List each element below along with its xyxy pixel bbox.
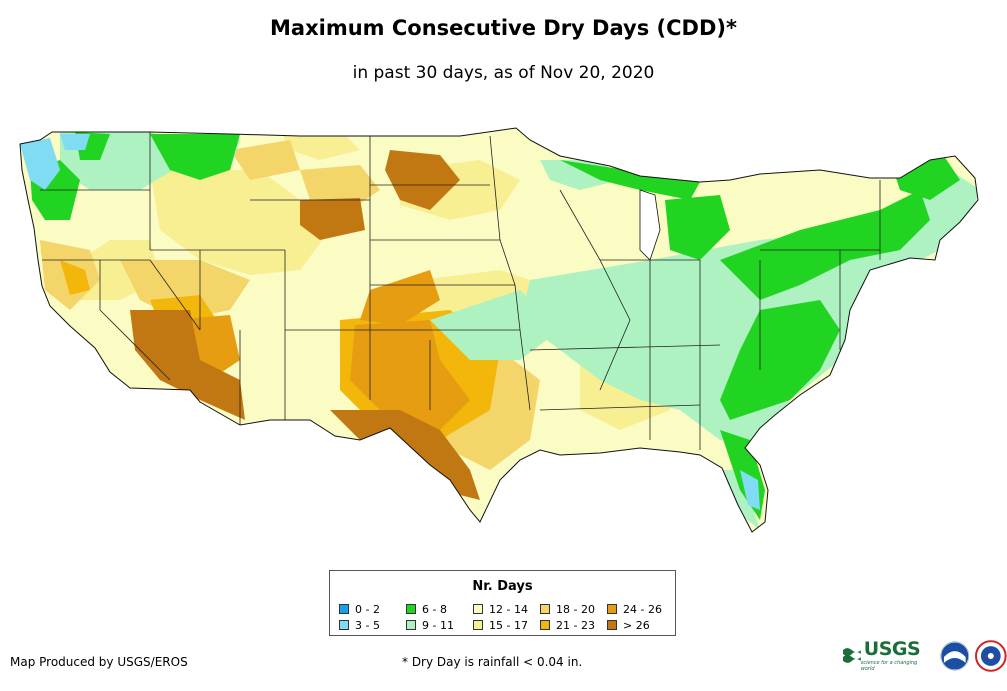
legend-item: 12 - 14	[473, 601, 540, 617]
legend-label: 3 - 5	[355, 618, 380, 632]
legend-grid: 0 - 2 3 - 5 6 - 8 9 - 11 12 - 14 15 - 17 18 - …	[339, 601, 674, 633]
legend-item: 9 - 11	[406, 617, 473, 633]
legend: Nr. Days 0 - 2 3 - 5 6 - 8 9 - 11 12 - 14 15 …	[329, 570, 676, 636]
legend-label: 21 - 23	[556, 618, 595, 632]
legend-label: 18 - 20	[556, 602, 595, 616]
legend-swatch	[540, 604, 550, 614]
noaa-logo-icon	[940, 641, 969, 671]
legend-item: 0 - 2	[339, 601, 406, 617]
legend-label: 0 - 2	[355, 602, 380, 616]
logos: USGS science for a changing world	[843, 640, 1007, 672]
legend-title: Nr. Days	[472, 579, 533, 594]
map-title: Maximum Consecutive Dry Days (CDD)*	[270, 16, 737, 40]
legend-swatch	[607, 620, 617, 630]
legend-label: > 26	[623, 618, 650, 632]
usgs-tagline: science for a changing world	[860, 660, 918, 672]
usgs-logo: USGS science for a changing world	[843, 640, 932, 672]
producer-credit: Map Produced by USGS/EROS	[10, 655, 188, 669]
legend-item: > 26	[607, 617, 674, 633]
legend-swatch	[473, 604, 483, 614]
legend-item: 21 - 23	[540, 617, 607, 633]
nws-logo-icon	[975, 640, 1007, 672]
legend-swatch	[406, 604, 416, 614]
legend-label: 6 - 8	[422, 602, 447, 616]
legend-swatch	[339, 604, 349, 614]
legend-label: 15 - 17	[489, 618, 528, 632]
legend-swatch	[339, 620, 349, 630]
legend-label: 9 - 11	[422, 618, 454, 632]
legend-item: 6 - 8	[406, 601, 473, 617]
legend-item: 15 - 17	[473, 617, 540, 633]
legend-swatch	[540, 620, 550, 630]
legend-item: 24 - 26	[607, 601, 674, 617]
legend-item: 18 - 20	[540, 601, 607, 617]
usgs-wave-icon	[843, 648, 861, 663]
us-dry-days-map	[19, 127, 979, 533]
legend-label: 12 - 14	[489, 602, 528, 616]
legend-swatch	[607, 604, 617, 614]
dry-day-note: * Dry Day is rainfall < 0.04 in.	[402, 655, 583, 669]
usgs-wordmark: USGS	[863, 638, 921, 660]
legend-item: 3 - 5	[339, 617, 406, 633]
legend-swatch	[473, 620, 483, 630]
legend-swatch	[406, 620, 416, 630]
legend-label: 24 - 26	[623, 602, 662, 616]
map-subtitle: in past 30 days, as of Nov 20, 2020	[352, 63, 655, 83]
